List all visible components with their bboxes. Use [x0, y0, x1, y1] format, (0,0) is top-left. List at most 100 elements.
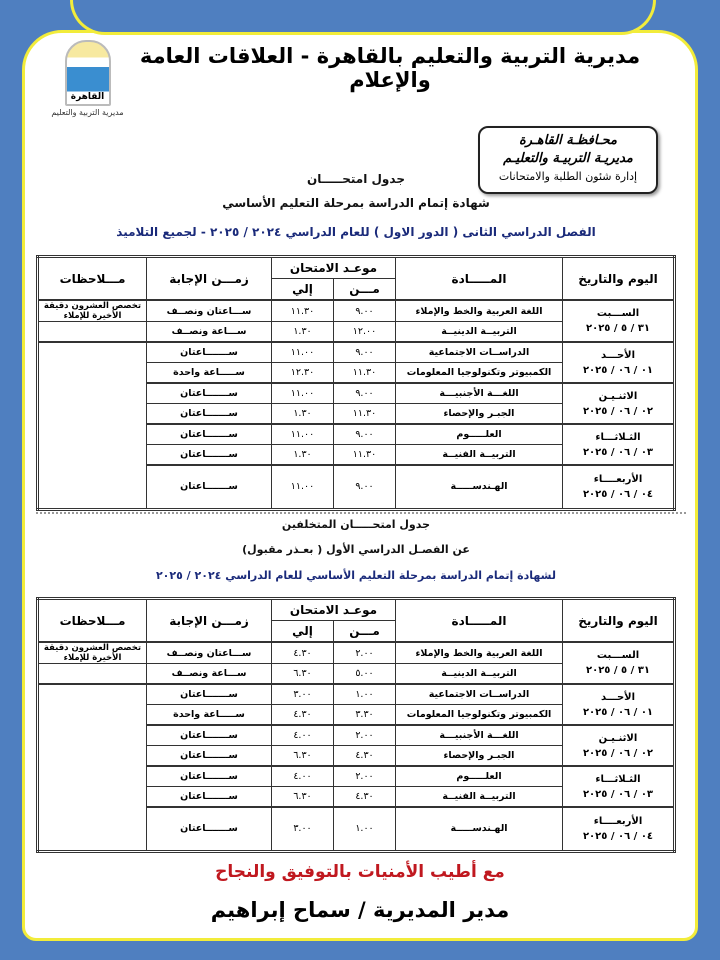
from-time-cell: ٤.٣٠ [333, 786, 396, 808]
stamp-line-1: محـافظـة القاهـرة [518, 133, 618, 148]
logo-caption: مديرية التربية والتعليم [51, 108, 124, 117]
exam-date: ٣١ / ٥ / ٢٠٢٥ [586, 323, 650, 334]
table-row: الأربعــــاء ٠٤ / ٠٦ / ٢٠٢٥ الهـندســـــة ٩… [38, 464, 675, 510]
exam-date: ٠٣ / ٠٦ / ٢٠٢٥ [582, 788, 654, 800]
from-time-cell: ٣.٣٠ [333, 704, 396, 726]
wishes-text: مع أطيب الأمنيات بالتوفيق والنجاح [215, 862, 505, 882]
day-name: الأحـــد [600, 691, 636, 703]
department-stamp: محـافظـة القاهـرة مديريـة التربيـة والتع… [478, 126, 658, 194]
from-time-cell: ٩.٠٠ [333, 464, 396, 510]
to-time-cell: ٦.٣٠ [271, 786, 334, 808]
table-row: التربيــة الدينيــة ٥.٠٠ ٦.٣٠ ســـاعة ونصــ… [37, 663, 675, 685]
day-name: الســـبت [596, 308, 640, 319]
notes-merged-empty [37, 683, 147, 852]
day-name: الثـلاثـــاء [595, 773, 641, 785]
day-date-cell: الســـبت ٣١ / ٥ / ٢٠٢٥ [562, 641, 675, 685]
table-row: التربيــة الفنيــة ٤.٣٠ ٦.٣٠ ســـــــاعتان [38, 786, 675, 808]
day-date-cell: الســـبت ٣١ / ٥ / ٢٠٢٥ [562, 299, 675, 343]
exam-date: ٠٤ / ٠٦ / ٢٠٢٥ [582, 488, 654, 500]
subject-cell: الكمبيوتر وتكنولوجيا المعلومات [395, 704, 563, 726]
exam-date: ٠١ / ٠٦ / ٢٠٢٥ [582, 364, 654, 376]
frame-top-decoration [70, 0, 656, 35]
col-to: إلي [271, 278, 334, 301]
director-signature: مدير المديرية / سماح إبراهيم [210, 898, 510, 922]
section-divider [36, 512, 686, 514]
note-cell: تخصص العشرون دقيقة الأخيرة للإملاء [37, 641, 147, 664]
day-name: الثـلاثـــاء [595, 431, 641, 443]
from-time-cell: ٩.٠٠ [333, 341, 396, 363]
duration-cell: ســـــــاعتان [146, 786, 272, 808]
duration-cell: ســـــــاعتان [146, 444, 272, 466]
to-time-cell: ٤.٠٠ [271, 724, 334, 746]
day-name: الأربعــــاء [593, 815, 643, 827]
subject-cell: التربيــة الفنيــة [395, 444, 563, 466]
from-time-cell: ٩.٠٠ [333, 382, 396, 404]
duration-cell: ســـــــاعتان [146, 683, 272, 705]
subject-cell: الهـندســـــة [395, 464, 563, 510]
day-name: الأربعــــاء [593, 473, 643, 485]
to-time-cell: ٤.٣٠ [271, 641, 334, 664]
from-time-cell: ٢.٠٠ [333, 765, 396, 787]
from-time-cell: ٥.٠٠ [333, 663, 396, 685]
duration-cell: ســـــــاعتان [146, 724, 272, 746]
to-time-cell: ١.٣٠ [271, 444, 334, 466]
duration-cell: ســـــــاعتان [146, 745, 272, 767]
day-name: الاثنـيـن [598, 390, 638, 402]
subject-cell: اللغة العربية والخط والإملاء [395, 299, 563, 322]
col-exam-time: موعـد الامتحان [271, 598, 396, 621]
exam-date: ٠٣ / ٠٦ / ٢٠٢٥ [582, 446, 654, 458]
day-date-cell: الاثنـيـن ٠٢ / ٠٦ / ٢٠٢٥ [562, 724, 675, 767]
table-row: الأحـــد ٠١ / ٠٦ / ٢٠٢٥ الدراســات الاجتما… [37, 683, 675, 852]
col-subject: المـــــادة [395, 256, 563, 301]
exam-date: ٠١ / ٠٦ / ٢٠٢٥ [582, 706, 654, 718]
header-row: مـــن إلي [38, 278, 675, 301]
col-subject: المـــــادة [395, 598, 563, 643]
col-day-date: اليوم والتاريخ [562, 598, 675, 643]
logo-text: القاهرة [70, 92, 105, 102]
section2-title: جدول امتحـــــان المتخلفين [281, 518, 431, 531]
to-time-cell: ١١.٠٠ [271, 341, 334, 363]
duration-cell: ســـــــاعتان [146, 464, 272, 510]
day-name: الأحـــد [600, 349, 636, 361]
stamp-line-2: مديريـة التربيـة والتعليـم [503, 151, 633, 166]
table-row: الكمبيوتر وتكنولوجيا المعلومات ٣.٣٠ ٤.٣٠ سـ… [38, 704, 675, 726]
from-time-cell: ١.٠٠ [333, 683, 396, 705]
subject-cell: التربيــة الفنيــة [395, 786, 563, 808]
to-time-cell: ٤.٠٠ [271, 765, 334, 787]
from-time-cell: ٩.٠٠ [333, 423, 396, 445]
subject-cell: العلـــــوم [395, 423, 563, 445]
subject-cell: الجبـر والإحصاء [395, 403, 563, 425]
to-time-cell: ١١.٣٠ [271, 299, 334, 322]
to-time-cell: ١١.٠٠ [271, 464, 334, 510]
day-date-cell: الأربعــــاء ٠٤ / ٠٦ / ٢٠٢٥ [562, 806, 675, 852]
table-row: الســـبت ٣١ / ٥ / ٢٠٢٥ اللغة العربية والخط… [37, 641, 675, 685]
duration-cell: ســـــــاعتان [146, 765, 272, 787]
day-date-cell: الأحـــد ٠١ / ٠٦ / ٢٠٢٥ [562, 341, 675, 384]
exam-schedule-table: اليوم والتاريخ المـــــادة موعـد الامتحان ز… [36, 255, 676, 511]
subject-cell: الكمبيوتر وتكنولوجيا المعلومات [395, 362, 563, 384]
makeup-exam-schedule-table: اليوم والتاريخ المـــــادة موعـد الامتحان ز… [36, 597, 676, 853]
section1-title: جدول امتحـــــان [307, 172, 405, 186]
note-cell-empty [37, 663, 147, 685]
duration-cell: ســـــــاعتان [146, 341, 272, 363]
section1-term: الفصل الدراسي الثانى ( الدور الاول ) للع… [116, 225, 596, 239]
duration-cell: ســـاعة ونصــف [146, 663, 272, 685]
to-time-cell: ٦.٣٠ [271, 745, 334, 767]
note-cell-empty [37, 321, 147, 343]
day-date-cell: الثـلاثـــاء ٠٣ / ٠٦ / ٢٠٢٥ [562, 423, 675, 466]
subject-cell: اللغـــة الأجنبيـــة [395, 724, 563, 746]
col-from: مـــن [333, 620, 396, 643]
to-time-cell: ٣.٠٠ [271, 806, 334, 852]
duration-cell: ســـاعتان ونصــف [146, 641, 272, 664]
duration-cell: ســـــــاعتان [146, 423, 272, 445]
table-row: الأربعــــاء ٠٤ / ٠٦ / ٢٠٢٥ الهـندســـــة ١… [38, 806, 675, 852]
from-time-cell: ٩.٠٠ [333, 299, 396, 322]
subject-cell: الجبـر والإحصاء [395, 745, 563, 767]
duration-cell: ســـاعة ونصــف [146, 321, 272, 343]
subject-cell: الدراســات الاجتماعية [395, 683, 563, 705]
col-notes: مـــلاحظات [37, 256, 147, 301]
to-time-cell: ١٢.٣٠ [271, 362, 334, 384]
table-row: الأحـــد ٠١ / ٠٦ / ٢٠٢٥ الدراســات الاجتما… [37, 341, 675, 510]
day-name: الســـبت [596, 650, 640, 661]
subject-cell: التربيــة الدينيــة [395, 321, 563, 343]
